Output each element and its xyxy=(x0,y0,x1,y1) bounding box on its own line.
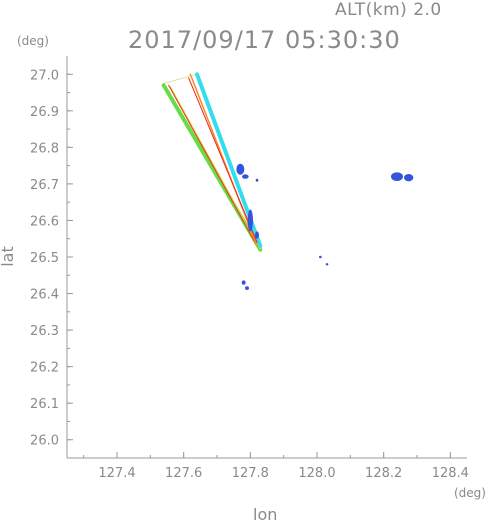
echo-point xyxy=(247,209,253,232)
x-axis-label: lon xyxy=(253,505,278,524)
y-tick-label: 26.5 xyxy=(30,251,59,266)
echo-point xyxy=(236,163,245,175)
y-axis-unit: (deg) xyxy=(17,34,49,48)
y-tick-label: 26.0 xyxy=(30,434,59,449)
y-tick-label: 26.2 xyxy=(30,361,59,376)
x-tick-label: 127.8 xyxy=(232,466,269,481)
x-tick-label: 127.4 xyxy=(98,466,135,481)
x-tick-label: 127.6 xyxy=(165,466,202,481)
beam-wedge-east-orange xyxy=(189,73,258,247)
x-axis-unit: (deg) xyxy=(454,486,486,500)
echo-point xyxy=(255,231,259,239)
beam-wedge-east-red xyxy=(188,77,258,243)
y-tick-label: 26.9 xyxy=(30,105,59,120)
echo-point xyxy=(391,172,403,181)
x-tick-label: 128.2 xyxy=(365,466,402,481)
y-tick-label: 26.3 xyxy=(30,324,59,339)
beam-wedge-west-red xyxy=(168,84,258,247)
beam-wedge-top-edge xyxy=(163,73,198,84)
echo-point xyxy=(325,263,329,266)
y-tick-label: 26.6 xyxy=(30,214,59,229)
echo-point xyxy=(404,174,414,182)
y-tick-label: 26.7 xyxy=(30,178,59,193)
altitude-label: ALT(km) 2.0 xyxy=(335,0,442,20)
echo-point xyxy=(255,178,259,182)
x-tick-label: 128.0 xyxy=(298,466,335,481)
chart-title-datetime: 2017/09/17 05:30:30 xyxy=(128,26,401,54)
echo-point xyxy=(241,280,246,285)
y-tick-label: 27.0 xyxy=(30,68,59,83)
x-tick-label: 128.4 xyxy=(432,466,469,481)
y-tick-label: 26.1 xyxy=(30,397,59,412)
echo-point xyxy=(245,286,249,290)
echo-point xyxy=(319,255,322,259)
beam-wedge-west-inner xyxy=(169,86,261,251)
y-tick-label: 26.4 xyxy=(30,288,59,303)
y-tick-label: 26.8 xyxy=(30,141,59,156)
echo-point xyxy=(242,174,249,179)
